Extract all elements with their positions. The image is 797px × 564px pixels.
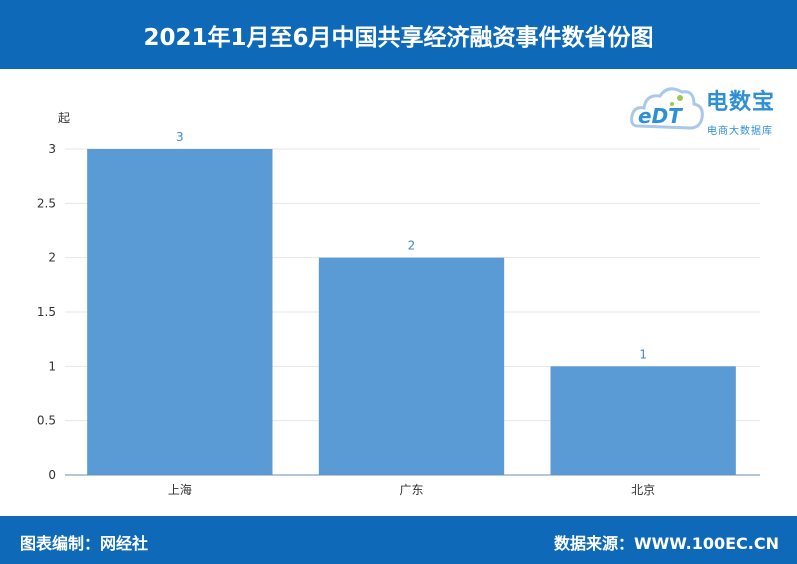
y-tick-label: 1.5 [37,305,56,319]
chart-title: 2021年1月至6月中国共享经济融资事件数省份图 [143,24,654,51]
y-tick-label: 1 [48,359,56,373]
x-tick-label: 上海 [168,482,192,497]
y-tick-label: 0.5 [37,414,56,428]
y-axis-ticks: 0 0.5 1 1.5 2 2.5 3 [37,142,56,482]
footer-bar: 图表编制：网经社 数据来源：WWW.100EC.CN [0,516,797,564]
data-label: 2 [408,239,416,253]
bars [87,149,736,475]
x-tick-label: 北京 [631,483,655,497]
x-tick-label: 广东 [399,483,423,497]
footer-credit: 图表编制：网经社 [20,534,149,553]
y-tick-label: 2 [48,251,56,265]
bar [87,149,273,475]
bar [318,257,505,475]
logo-mark: eDT [638,104,682,128]
data-label: 3 [176,130,184,144]
logo-name: 电数宝 [706,90,776,115]
bar-chart: 起 0 0.5 1 1.5 2 2.5 3 上海 广东 北京 3 2 1 [37,111,760,497]
y-tick-label: 3 [48,142,56,156]
bar [550,366,736,475]
logo-cloud-icon [630,87,704,130]
header-bar: 2021年1月至6月中国共享经济融资事件数省份图 [0,0,797,69]
y-unit-label: 起 [58,111,70,125]
data-labels: 3 2 1 [176,130,647,361]
x-axis-labels: 上海 广东 北京 [168,482,655,497]
footer-source: 数据来源：WWW.100EC.CN [553,534,779,553]
logo-subtitle: 电商大数据库 [707,126,773,137]
data-label: 1 [639,347,647,361]
y-tick-label: 0 [48,468,56,482]
y-tick-label: 2.5 [37,196,56,210]
